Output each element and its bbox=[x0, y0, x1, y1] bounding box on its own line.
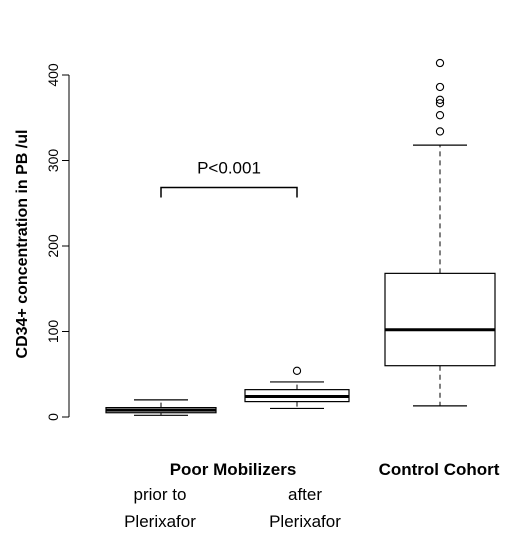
box-sublabel-line2: Plerixafor bbox=[124, 512, 196, 531]
outlier-point bbox=[435, 99, 445, 108]
outlier-point bbox=[435, 58, 445, 68]
y-tick-label: 200 bbox=[45, 234, 61, 258]
box-sublabel-line1: prior to bbox=[134, 485, 187, 504]
y-tick-label: 300 bbox=[45, 149, 61, 173]
significance-bracket bbox=[160, 186, 298, 198]
outlier-point bbox=[435, 111, 445, 120]
outlier-point bbox=[435, 95, 445, 104]
box-group bbox=[105, 399, 217, 416]
p-value-label: P<0.001 bbox=[197, 159, 261, 178]
box-sublabel-line1: after bbox=[288, 485, 322, 504]
significance-annotation: P<0.001 bbox=[160, 159, 298, 198]
box-group bbox=[244, 366, 350, 410]
y-axis: 0 100 200 300 400 bbox=[45, 63, 70, 421]
outlier-point bbox=[292, 366, 302, 375]
outlier-point bbox=[435, 82, 445, 92]
box-sublabel-line2: Plerixafor bbox=[269, 512, 341, 531]
box-group bbox=[384, 58, 496, 407]
y-tick-label: 0 bbox=[45, 413, 61, 421]
group-label-poor-mobilizers: Poor Mobilizers bbox=[170, 460, 297, 479]
group-label-control-cohort: Control Cohort bbox=[379, 460, 500, 479]
y-tick-label: 400 bbox=[45, 63, 61, 87]
boxes-layer bbox=[105, 58, 496, 416]
box-iqr bbox=[384, 272, 496, 367]
y-axis-title: CD34+ concentration in PB /ul bbox=[14, 130, 31, 359]
y-tick-label: 100 bbox=[45, 320, 61, 344]
x-labels: Poor Mobilizers Control Cohort prior to Ple… bbox=[124, 460, 500, 531]
outlier-point bbox=[435, 127, 445, 136]
